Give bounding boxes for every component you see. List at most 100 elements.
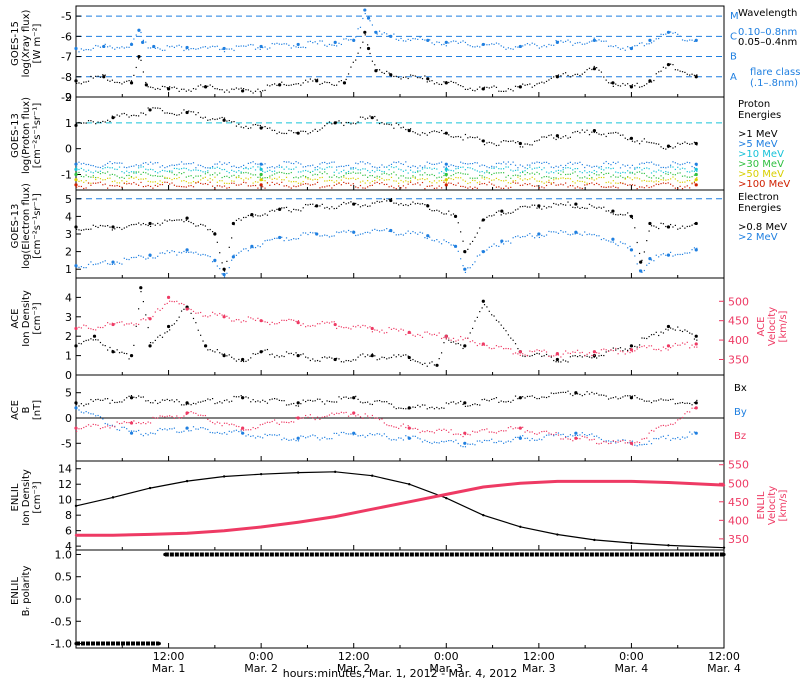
series-1-4-point	[76, 180, 78, 182]
series-0-1-point	[545, 80, 548, 83]
series-2-1-point	[696, 247, 698, 249]
series-1-5-point	[674, 187, 676, 189]
series-1-3-point	[326, 173, 328, 175]
series-1-2-point	[157, 172, 159, 174]
series-3-0-point	[665, 328, 667, 330]
series-1-0-point	[92, 121, 94, 123]
series-1-0-point	[445, 133, 447, 135]
series-0-0-point	[414, 38, 416, 40]
series-0-0-point	[114, 48, 116, 50]
series-4-2-point	[154, 417, 156, 419]
series-1-4-point	[653, 181, 655, 183]
series-4-1-point	[469, 443, 471, 445]
series-1-5-point	[171, 182, 173, 184]
series-1-2-point	[514, 169, 517, 172]
series-4-0-point	[111, 399, 113, 401]
series-1-4-point	[133, 177, 135, 179]
series-2-1-point	[316, 233, 319, 235]
series-1-2-point	[171, 170, 173, 172]
series-0-1-point	[367, 44, 369, 46]
series-4-1-point	[548, 434, 550, 436]
series-1-5-point	[264, 187, 266, 189]
series-4-0-point	[149, 402, 152, 404]
series-1-0-point	[378, 122, 381, 125]
series-4-1-point	[457, 442, 459, 445]
series-0-1-point	[173, 86, 176, 88]
series-3-0-point	[438, 358, 440, 360]
series-1-0-point	[395, 122, 397, 124]
series-1-5-point	[491, 183, 493, 185]
series-2-1-point	[553, 231, 555, 233]
series-1-0-point	[603, 133, 605, 135]
series-4-2-point	[593, 438, 595, 440]
series-0-1-point	[114, 81, 116, 84]
series-4-2-point	[617, 441, 619, 443]
series-0-1-point	[603, 76, 605, 78]
series-1-4-point	[211, 179, 214, 181]
series-1-2-point	[271, 170, 273, 173]
series-2-0-point	[242, 216, 245, 219]
series-2-0-point	[641, 259, 643, 261]
series-4-1-point	[369, 432, 371, 435]
series-3-1-point	[92, 328, 94, 331]
series-1-2-point	[650, 172, 653, 174]
series-1-2-point	[130, 171, 133, 173]
series-1-3-point	[133, 172, 135, 174]
series-0-1-point	[326, 81, 328, 84]
series-1-0-point	[204, 116, 207, 118]
series-2-0-point	[560, 203, 562, 205]
series-3-0-point	[139, 286, 143, 290]
series-1-1-point	[123, 166, 125, 168]
series-4-2-point	[574, 438, 576, 440]
series-1-0-point	[672, 147, 674, 149]
series-1-5-point	[128, 182, 130, 185]
series-1-4-point	[510, 182, 512, 184]
series-2-0-point	[467, 248, 469, 250]
series-2-0-point	[183, 221, 185, 223]
series-4-1-point	[202, 427, 204, 429]
series-0-1-point	[581, 73, 583, 75]
series-3-0-point	[154, 339, 156, 342]
series-3-1-point	[417, 333, 419, 336]
series-3-0-point	[90, 338, 92, 340]
series-4-0-point	[681, 401, 684, 404]
series-1-3-point	[672, 173, 674, 176]
series-4-1-point	[128, 430, 130, 432]
series-4-1-point	[667, 434, 669, 437]
series-1-3-point	[309, 171, 311, 173]
series-1-0-point	[273, 129, 276, 132]
series-0-0-point	[381, 33, 383, 35]
series-4-2-point	[166, 415, 168, 417]
series-1-2-point	[591, 171, 593, 174]
y-tick-label: 0.0	[55, 593, 73, 606]
series-0-0-point	[80, 48, 82, 50]
series-1-2-point	[672, 166, 674, 168]
series-2-0-point	[462, 240, 464, 242]
series-0-1-point	[154, 88, 156, 90]
series-4-2-point	[359, 416, 362, 418]
series-2-1-point	[419, 231, 421, 233]
series-2-1-point	[429, 236, 431, 238]
series-3-0-point	[658, 334, 660, 337]
series-0-1-point	[204, 85, 207, 87]
series-1-4-point	[145, 178, 147, 180]
x-tick-date: Mar. 3	[429, 662, 463, 675]
series-4-1-point	[300, 435, 302, 437]
series-1-2-point	[417, 170, 419, 172]
series-1-2-point	[297, 171, 300, 173]
series-1-0-point	[641, 140, 643, 142]
series-2-0-point	[390, 198, 393, 200]
series-0-0-point	[627, 46, 629, 48]
series-1-4-point	[254, 181, 257, 183]
series-1-3-point	[686, 176, 688, 178]
series-2-0-point	[331, 206, 333, 208]
series-2-0-point	[624, 214, 626, 216]
series-4-2-point	[476, 431, 478, 433]
series-1-2-point	[269, 169, 271, 171]
series-2-1-point	[126, 258, 128, 260]
series-3-1-point	[562, 353, 564, 355]
series-1-1-point	[409, 166, 412, 169]
series-2-0-point	[650, 225, 653, 227]
series-0-1-point	[579, 74, 581, 77]
series-1-3-point	[476, 177, 478, 179]
